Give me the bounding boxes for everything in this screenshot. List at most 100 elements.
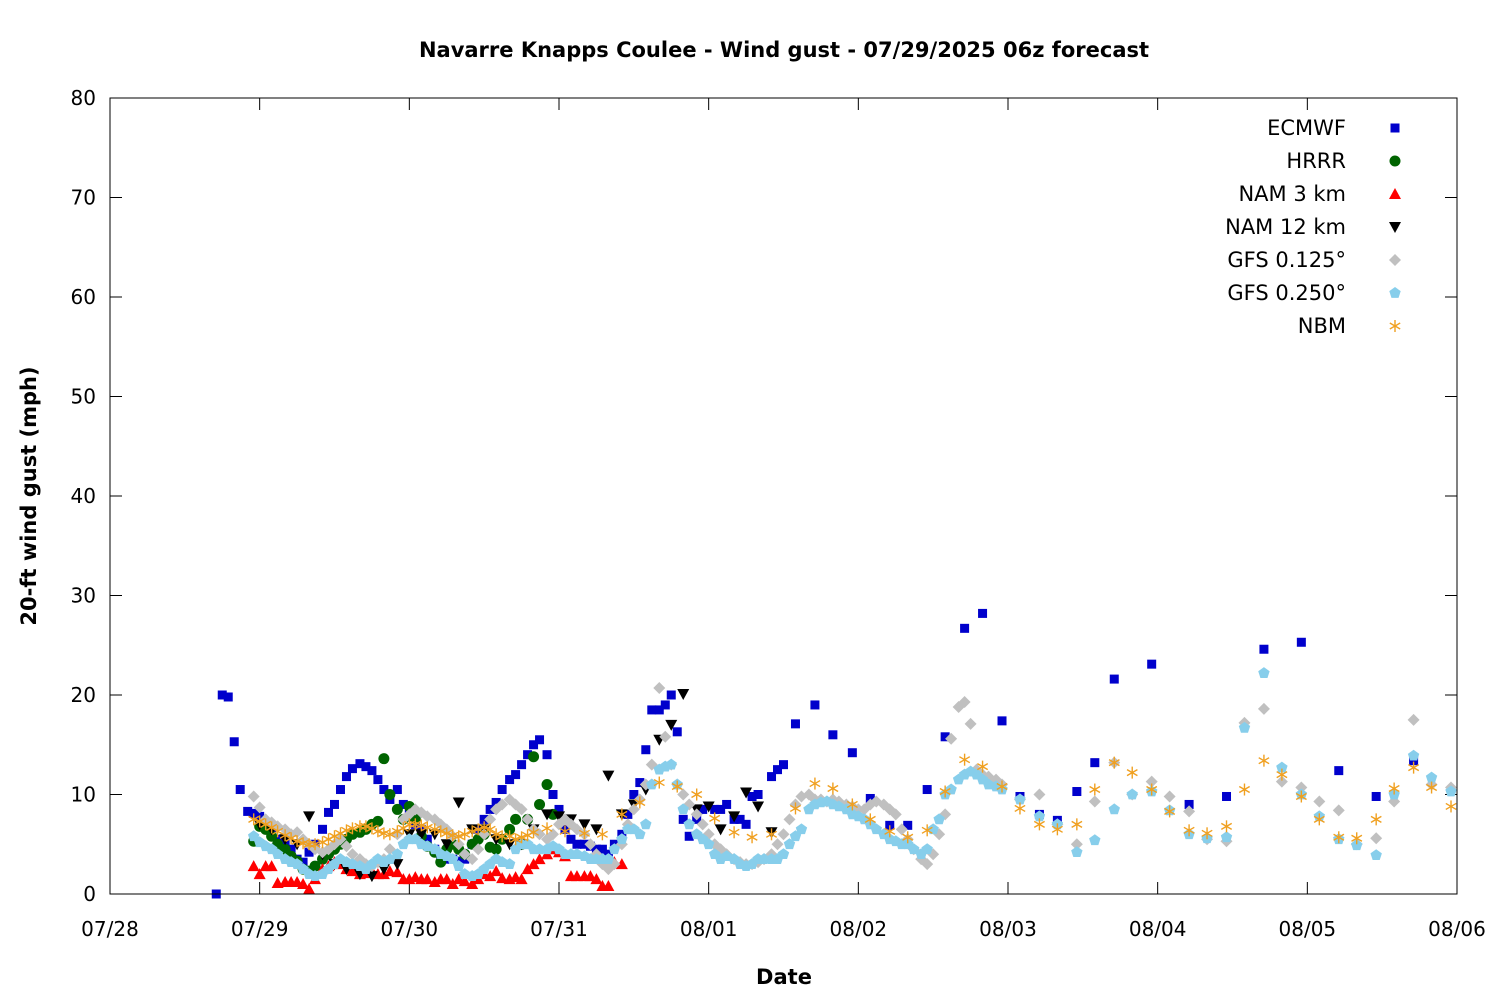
data-point (286, 844, 296, 854)
legend-marker (1389, 320, 1401, 332)
data-point (653, 682, 666, 695)
data-point (623, 809, 633, 819)
data-point (517, 760, 527, 770)
data-point (752, 801, 765, 813)
asterisk-stroke (415, 821, 427, 829)
asterisk-stroke (328, 832, 341, 840)
data-point (809, 777, 821, 790)
asterisk-stroke (1351, 834, 1363, 842)
asterisk-stroke (1389, 322, 1401, 330)
data-point (484, 813, 497, 826)
data-point (997, 716, 1007, 726)
asterisk-stroke (1183, 826, 1195, 834)
data-point (1296, 637, 1306, 647)
data-point (1333, 831, 1345, 844)
y-tick-label: 40 (71, 484, 96, 508)
data-point (1109, 674, 1119, 684)
asterisk-stroke (1033, 820, 1045, 828)
x-axis-label: Date (756, 965, 812, 989)
legend-entry: HRRR (1286, 149, 1401, 173)
y-tick-label: 70 (71, 186, 96, 210)
data-point (659, 730, 672, 743)
data-point (367, 766, 377, 776)
data-point (383, 865, 396, 877)
data-point (978, 608, 988, 618)
data-point (945, 783, 957, 795)
data-point (691, 788, 703, 801)
data-point (253, 801, 266, 814)
legend-entry: ECMWF (1267, 116, 1400, 140)
data-point (654, 705, 664, 715)
data-point (459, 828, 471, 841)
data-point (714, 824, 727, 836)
data-point (372, 825, 384, 838)
asterisk-stroke (346, 824, 359, 832)
data-point (746, 831, 758, 844)
data-point (554, 804, 564, 814)
data-point (541, 822, 553, 835)
data-point (647, 705, 657, 715)
asterisk-stroke (1445, 802, 1457, 811)
data-point (496, 872, 509, 884)
asterisk-stroke (372, 827, 384, 835)
data-point (265, 860, 278, 872)
asterisk-stroke (1164, 807, 1176, 816)
data-point (747, 791, 757, 801)
data-point (921, 843, 933, 855)
data-point (528, 751, 540, 763)
data-point (391, 803, 403, 815)
data-point (528, 826, 540, 839)
data-point (1275, 775, 1288, 788)
asterisk-stroke (671, 782, 683, 791)
data-point (958, 695, 971, 708)
data-point (1426, 781, 1438, 794)
data-point (740, 787, 753, 799)
data-point (304, 847, 314, 857)
data-point (298, 857, 308, 867)
data-point (529, 740, 539, 750)
data-point (490, 843, 502, 855)
legend-entry: NAM 3 km (1238, 182, 1401, 206)
asterisk-stroke (616, 810, 628, 819)
data-point (440, 839, 453, 851)
data-point (627, 803, 640, 816)
data-point (646, 778, 658, 790)
asterisk-stroke (516, 833, 528, 841)
data-point (660, 700, 670, 710)
data-point (696, 818, 709, 831)
data-point (559, 825, 571, 838)
data-point (373, 775, 383, 785)
data-point (318, 824, 328, 834)
legend-entry: NBM (1298, 314, 1401, 338)
data-point (458, 875, 471, 887)
data-point (847, 748, 857, 758)
asterisk-stroke (653, 778, 665, 787)
data-point (1313, 795, 1326, 808)
data-point (340, 824, 353, 837)
data-point (578, 819, 591, 831)
x-tick-label: 07/29 (231, 917, 289, 941)
data-point (964, 717, 977, 730)
data-point (671, 780, 683, 793)
data-point (372, 815, 384, 827)
legend-entry: GFS 0.250° (1227, 281, 1401, 305)
data-point (229, 737, 239, 747)
data-point (959, 753, 971, 766)
asterisk-stroke (1201, 829, 1213, 837)
asterisk-stroke (709, 814, 721, 822)
data-point (515, 803, 528, 816)
data-point (716, 804, 726, 814)
asterisk-stroke (1388, 784, 1400, 793)
data-point (1220, 831, 1233, 843)
legend-marker (1389, 188, 1401, 199)
chart-title: Navarre Knapps Coulee - Wind gust - 07/2… (419, 38, 1149, 62)
asterisk-stroke (809, 779, 821, 788)
asterisk-stroke (902, 833, 914, 841)
y-tick-label: 10 (71, 783, 96, 807)
data-point (629, 790, 639, 799)
data-point (1334, 766, 1344, 776)
asterisk-stroke (1426, 783, 1438, 792)
data-point (384, 853, 396, 865)
data-point (578, 827, 590, 840)
